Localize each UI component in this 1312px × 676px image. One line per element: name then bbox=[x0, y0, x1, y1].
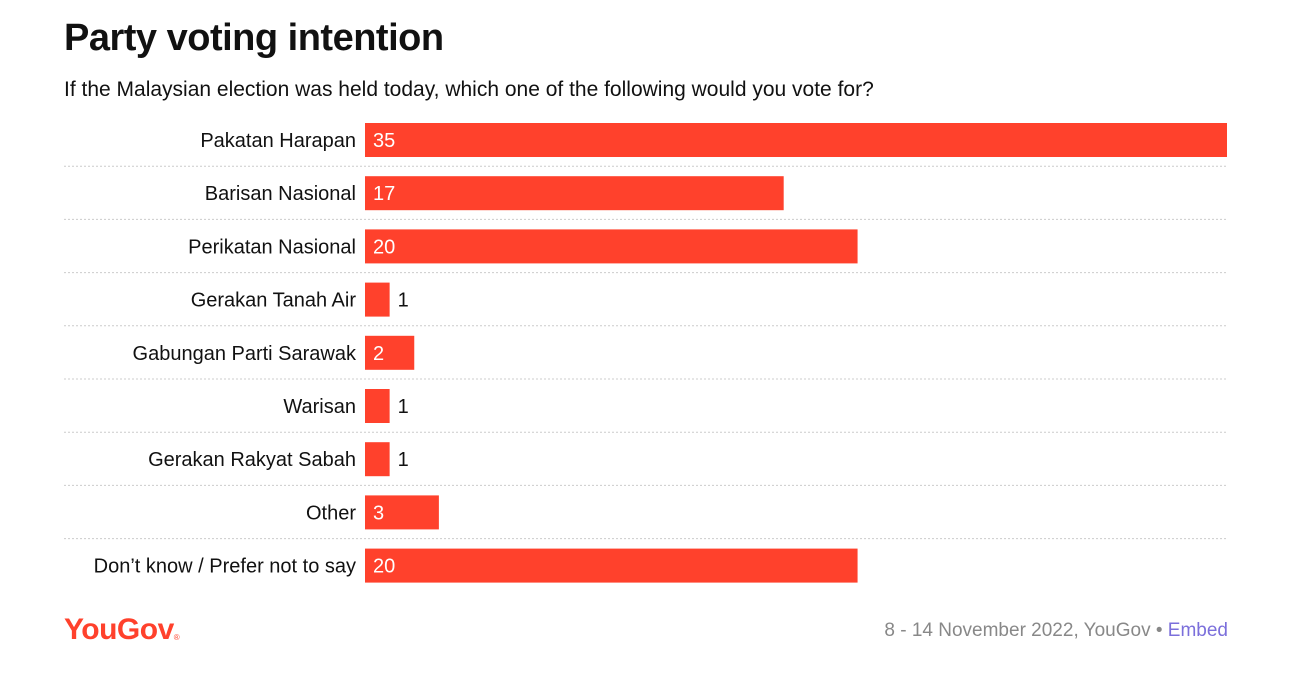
value-label: 20 bbox=[373, 556, 395, 578]
category-label: Gerakan Rakyat Sabah bbox=[148, 449, 356, 471]
registered-mark: ® bbox=[173, 633, 180, 642]
chart-subtitle: If the Malaysian election was held today… bbox=[64, 78, 874, 101]
source-text: 8 - 14 November 2022, YouGov bbox=[884, 620, 1151, 641]
value-label: 1 bbox=[398, 290, 409, 312]
category-label: Gabungan Parti Sarawak bbox=[133, 343, 357, 365]
bar[interactable] bbox=[365, 389, 390, 423]
category-label: Other bbox=[306, 502, 356, 524]
bar[interactable] bbox=[365, 548, 858, 583]
bar[interactable] bbox=[365, 229, 858, 264]
footer-source: 8 - 14 November 2022, YouGov • Embed bbox=[884, 618, 1228, 644]
bar-chart: Pakatan Harapan 35 Barisan Nasional 17 Perik… bbox=[64, 123, 1227, 583]
embed-link[interactable]: Embed bbox=[1167, 620, 1228, 641]
bar[interactable] bbox=[365, 282, 390, 317]
category-label: Perikatan Nasional bbox=[188, 236, 356, 258]
category-label: Warisan bbox=[283, 396, 356, 418]
bar[interactable] bbox=[365, 176, 784, 211]
bar[interactable] bbox=[365, 123, 1227, 157]
value-label: 1 bbox=[398, 396, 409, 418]
category-label: Gerakan Tanah Air bbox=[191, 290, 357, 312]
category-label: Don’t know / Prefer not to say bbox=[94, 556, 356, 578]
value-label: 2 bbox=[373, 343, 384, 365]
value-label: 20 bbox=[373, 236, 395, 258]
logo-text: YouGov bbox=[64, 613, 174, 646]
bar[interactable] bbox=[365, 335, 415, 370]
value-label: 3 bbox=[373, 502, 384, 524]
bar[interactable] bbox=[365, 495, 439, 530]
category-label: Pakatan Harapan bbox=[200, 130, 356, 152]
value-label: 1 bbox=[398, 449, 409, 471]
yougov-logo[interactable]: YouGov® bbox=[64, 610, 180, 650]
bar[interactable] bbox=[365, 442, 390, 477]
chart-title: Party voting intention bbox=[64, 17, 444, 59]
value-label: 17 bbox=[373, 183, 395, 205]
separator-dot: • bbox=[1155, 620, 1163, 641]
category-label: Barisan Nasional bbox=[205, 183, 356, 205]
value-label: 35 bbox=[373, 130, 395, 152]
